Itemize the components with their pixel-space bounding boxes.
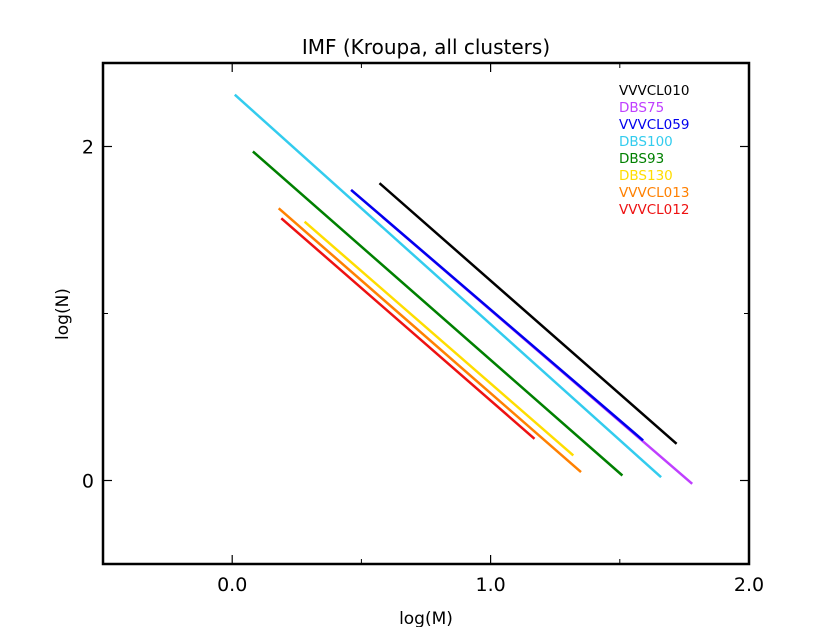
y-tick-label: 2 <box>82 137 94 159</box>
x-tick-label: 2.0 <box>734 574 764 596</box>
y-axis-label: log(N) <box>53 288 73 340</box>
legend-item-dbs130: DBS130 <box>619 168 673 184</box>
legend-item-vvvcl012: VVVCL012 <box>619 202 689 218</box>
series-lines <box>233 93 694 485</box>
series-line-dbs130 <box>303 220 575 457</box>
legend-item-vvvcl013: VVVCL013 <box>619 185 689 201</box>
chart-title: IMF (Kroupa, all clusters) <box>302 35 550 59</box>
tick-labels: 0.0 1.0 2.0 0 2 <box>82 137 764 597</box>
legend-item-vvvcl010: VVVCL010 <box>619 83 689 99</box>
series-line-dbs100 <box>233 93 662 479</box>
series-line-vvvcl012 <box>280 217 536 440</box>
x-axis-label: log(M) <box>399 609 453 627</box>
legend-item-dbs93: DBS93 <box>619 151 664 167</box>
x-tick-label: 0.0 <box>217 574 247 596</box>
series-line-vvvcl013 <box>277 207 582 474</box>
series-line-vvvcl010 <box>378 182 678 445</box>
x-tick-label: 1.0 <box>475 574 505 596</box>
y-tick-label: 0 <box>82 471 94 493</box>
series-line-dbs93 <box>252 150 624 477</box>
legend-item-vvvcl059: VVVCL059 <box>619 117 689 133</box>
legend-item-dbs75: DBS75 <box>619 100 664 116</box>
series-line-vvvcl059 <box>350 188 644 442</box>
axis-ticks <box>103 63 750 564</box>
plot-area: VVVCL010DBS75VVVCL059DBS100DBS93DBS130VV… <box>101 61 751 566</box>
legend-item-dbs100: DBS100 <box>619 134 673 150</box>
legend: VVVCL010DBS75VVVCL059DBS100DBS93DBS130VV… <box>619 83 689 218</box>
